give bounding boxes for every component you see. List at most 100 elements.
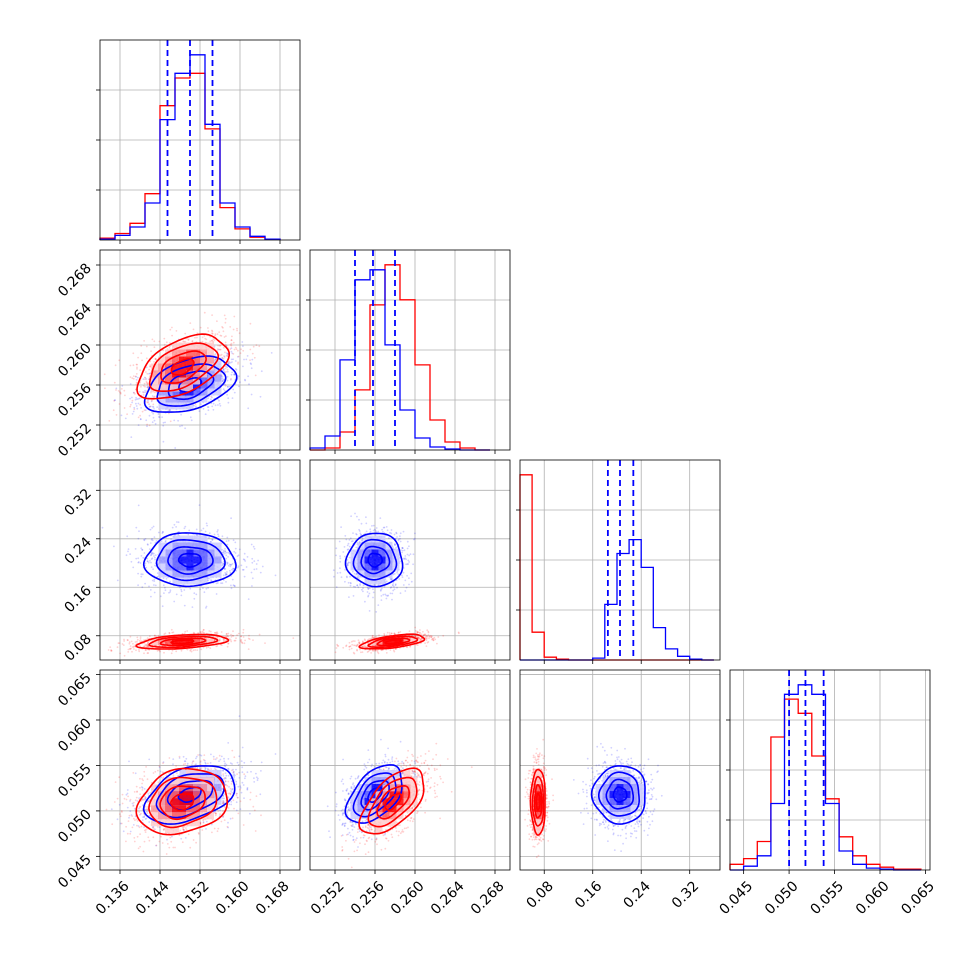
scatter-point [203,335,205,337]
scatter-point [407,541,409,543]
scatter-point [184,333,186,335]
scatter-point [362,591,364,593]
scatter-point [184,605,186,607]
scatter-point [337,645,339,647]
scatter-point [179,587,181,589]
scatter-point [149,635,151,637]
scatter-point [130,636,132,638]
scatter-point [379,517,381,519]
scatter-point [229,570,231,572]
scatter-point [147,384,149,386]
scatter-point [391,529,393,531]
scatter-point [353,652,355,654]
scatter-point [230,517,232,519]
scatter-point [148,373,150,375]
scatter-point [216,583,218,585]
scatter-point [175,526,177,528]
scatter-point [163,652,165,654]
scatter-point [344,546,346,548]
scatter-point [231,587,233,589]
scatter-point [395,583,397,585]
scatter-point [161,540,163,542]
scatter-point [292,637,294,639]
scatter-point [346,577,348,579]
scatter-point [132,352,134,354]
scatter-point [244,553,246,555]
scatter-point [207,587,209,589]
scatter-point [342,647,344,649]
scatter-point [132,413,134,415]
scatter-point [224,548,226,550]
scatter-point [226,352,228,354]
scatter-point [221,565,223,567]
scatter-point [237,350,239,352]
scatter-point [163,338,165,340]
scatter-point [236,634,238,636]
scatter-point [361,589,363,591]
scatter-point [137,562,139,564]
scatter-point [396,587,398,589]
scatter-point [235,552,237,554]
scatter-point [161,532,163,534]
scatter-point [133,378,135,380]
scatter-point [134,393,136,395]
scatter-point [175,651,177,653]
scatter-point [143,394,145,396]
scatter-point [131,402,133,404]
scatter-point [208,578,210,580]
scatter-point [390,533,392,535]
scatter-point [414,533,416,535]
scatter-point [366,531,368,533]
scatter-point [153,361,155,363]
scatter-point [205,531,207,533]
scatter-point [152,406,154,408]
scatter-point [253,569,255,571]
scatter-point [235,548,237,550]
scatter-point [155,358,157,360]
scatter-point [242,350,244,352]
scatter-point [227,646,229,648]
scatter-point [215,404,217,406]
scatter-point [233,353,235,355]
scatter-point [115,389,117,391]
scatter-point [231,372,233,374]
scatter-point [196,529,198,531]
scatter-point [120,393,122,395]
scatter-point [130,365,132,367]
scatter-point [171,335,173,337]
scatter-point [348,543,350,545]
scatter-point [207,327,209,329]
scatter-point [128,548,130,550]
scatter-point [149,366,151,368]
scatter-point [145,538,147,540]
scatter-point [252,577,254,579]
scatter-point [135,558,137,560]
scatter-point [352,571,354,573]
scatter-point [358,519,360,521]
scatter-point [228,643,230,645]
scatter-point [235,640,237,642]
scatter-point [139,640,141,642]
scatter-point [210,631,212,633]
scatter-point [402,576,404,578]
scatter-point [230,564,232,566]
scatter-point [375,530,377,532]
scatter-point [219,403,221,405]
scatter-point [124,395,126,397]
scatter-point [336,586,338,588]
scatter-point [171,629,173,631]
scatter-point [115,364,117,366]
scatter-point [234,349,236,351]
scatter-point [247,355,249,357]
scatter-point [207,397,209,399]
scatter-point [340,526,342,528]
scatter-point [339,541,341,543]
scatter-point [243,359,245,361]
scatter-point [204,591,206,593]
scatter-point [209,532,211,534]
scatter-point [404,549,406,551]
scatter-point [143,652,145,654]
scatter-point [153,526,155,528]
scatter-point [205,413,207,415]
scatter-point [375,611,377,613]
